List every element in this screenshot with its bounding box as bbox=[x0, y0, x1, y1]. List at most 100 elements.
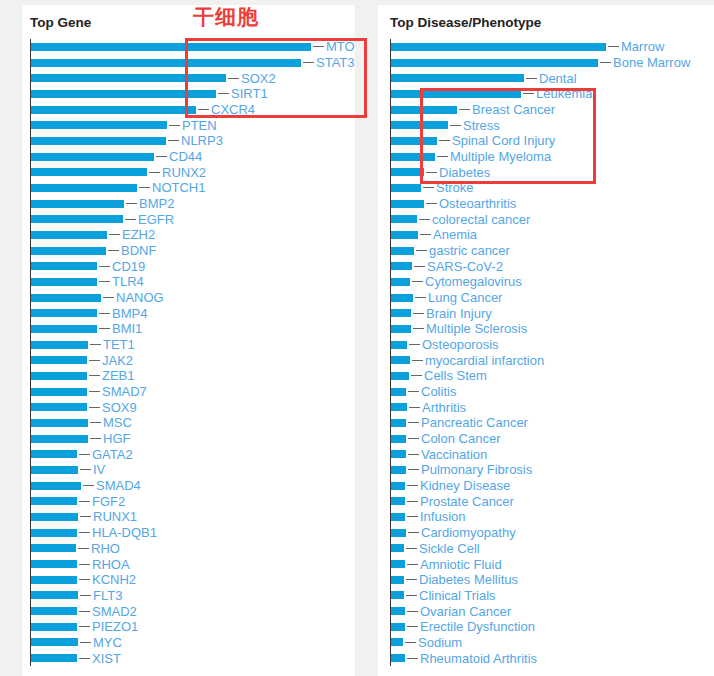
bar[interactable] bbox=[31, 341, 88, 349]
bar[interactable] bbox=[391, 200, 424, 208]
bar[interactable] bbox=[31, 372, 87, 380]
bar[interactable] bbox=[391, 529, 406, 537]
bar[interactable] bbox=[31, 153, 154, 161]
bar[interactable] bbox=[31, 388, 87, 396]
bar-label[interactable]: Erectile Dysfunction bbox=[420, 619, 535, 634]
bar[interactable] bbox=[31, 435, 88, 443]
bar[interactable] bbox=[391, 560, 405, 568]
bar[interactable] bbox=[31, 529, 77, 537]
bar[interactable] bbox=[31, 419, 88, 427]
bar-label[interactable]: Lung Cancer bbox=[428, 290, 502, 305]
bar-label[interactable]: PIEZO1 bbox=[92, 619, 138, 634]
bar-label[interactable]: colorectal cancer bbox=[432, 212, 530, 227]
bar[interactable] bbox=[31, 262, 97, 270]
bar-label[interactable]: RHO bbox=[91, 541, 120, 556]
bar-label[interactable]: XIST bbox=[92, 651, 121, 666]
bar[interactable] bbox=[31, 466, 78, 474]
bar-label[interactable]: HGF bbox=[103, 431, 130, 446]
bar-label[interactable]: Osteoarthritis bbox=[439, 196, 516, 211]
bar-label[interactable]: Pulmonary Fibrosis bbox=[421, 462, 532, 477]
bar[interactable] bbox=[31, 607, 77, 615]
bar[interactable] bbox=[391, 356, 410, 364]
bar-label[interactable]: KCNH2 bbox=[92, 572, 136, 587]
bar-label[interactable]: SMAD7 bbox=[102, 384, 147, 399]
bar-label[interactable]: Dental bbox=[539, 71, 577, 86]
bar-label[interactable]: MYC bbox=[93, 635, 122, 650]
bar-label[interactable]: PTEN bbox=[182, 118, 217, 133]
bar[interactable] bbox=[31, 513, 78, 521]
bar-label[interactable]: Bone Marrow bbox=[613, 55, 690, 70]
bar[interactable] bbox=[31, 121, 167, 129]
bar[interactable] bbox=[391, 482, 405, 490]
bar[interactable] bbox=[391, 466, 406, 474]
bar[interactable] bbox=[31, 623, 77, 631]
bar-label[interactable]: NOTCH1 bbox=[152, 180, 205, 195]
bar-label[interactable]: gastric cancer bbox=[429, 243, 510, 258]
bar-label[interactable]: Rheumatoid Arthritis bbox=[420, 651, 537, 666]
bar-label[interactable]: GATA2 bbox=[92, 447, 133, 462]
bar[interactable] bbox=[31, 137, 166, 145]
bar-label[interactable]: JAK2 bbox=[102, 353, 133, 368]
bar-label[interactable]: EZH2 bbox=[122, 227, 155, 242]
bar[interactable] bbox=[31, 294, 101, 302]
bar[interactable] bbox=[391, 497, 405, 505]
bar-label[interactable]: CD19 bbox=[112, 259, 145, 274]
bar-label[interactable]: BMP2 bbox=[139, 196, 174, 211]
bar-label[interactable]: SMAD4 bbox=[96, 478, 141, 493]
bar-label[interactable]: SARS-CoV-2 bbox=[427, 259, 503, 274]
bar-label[interactable]: IV bbox=[93, 462, 105, 477]
bar-label[interactable]: Infusion bbox=[420, 509, 466, 524]
bar[interactable] bbox=[31, 106, 196, 114]
bar-label[interactable]: RHOA bbox=[92, 557, 130, 572]
bar-label[interactable]: Multiple Sclerosis bbox=[426, 321, 527, 336]
bar[interactable] bbox=[31, 215, 123, 223]
bar[interactable] bbox=[31, 544, 76, 552]
bar-label[interactable]: Colon Cancer bbox=[421, 431, 501, 446]
bar-label[interactable]: NANOG bbox=[116, 290, 164, 305]
bar[interactable] bbox=[31, 450, 77, 458]
bar[interactable] bbox=[391, 450, 406, 458]
bar-label[interactable]: BDNF bbox=[121, 243, 156, 258]
bar[interactable] bbox=[31, 497, 77, 505]
bar-label[interactable]: ZEB1 bbox=[102, 368, 135, 383]
bar-label[interactable]: Osteoporosis bbox=[422, 337, 499, 352]
bar[interactable] bbox=[391, 309, 411, 317]
bar-label[interactable]: NLRP3 bbox=[181, 133, 223, 148]
bar-label[interactable]: BMP4 bbox=[112, 306, 147, 321]
bar[interactable] bbox=[31, 638, 78, 646]
bar-label[interactable]: TLR4 bbox=[112, 274, 144, 289]
bar[interactable] bbox=[31, 278, 97, 286]
bar-label[interactable]: EGFR bbox=[138, 212, 174, 227]
bar[interactable] bbox=[391, 576, 404, 584]
bar[interactable] bbox=[391, 59, 598, 67]
bar-label[interactable]: SMAD2 bbox=[92, 604, 137, 619]
bar-label[interactable]: Colitis bbox=[421, 384, 456, 399]
bar-label[interactable]: Anemia bbox=[433, 227, 477, 242]
bar[interactable] bbox=[391, 215, 417, 223]
bar[interactable] bbox=[391, 419, 406, 427]
bar[interactable] bbox=[391, 247, 414, 255]
bar[interactable] bbox=[391, 388, 406, 396]
bar[interactable] bbox=[391, 638, 403, 646]
bar[interactable] bbox=[391, 654, 405, 662]
bar-label[interactable]: CD44 bbox=[169, 149, 202, 164]
bar[interactable] bbox=[391, 513, 405, 521]
bar-label[interactable]: Amniotic Fluid bbox=[420, 557, 502, 572]
bar-label[interactable]: FGF2 bbox=[92, 494, 125, 509]
bar[interactable] bbox=[391, 231, 418, 239]
bar[interactable] bbox=[31, 309, 97, 317]
bar-label[interactable]: myocardial infarction bbox=[425, 353, 544, 368]
bar[interactable] bbox=[31, 576, 77, 584]
bar-label[interactable]: FLT3 bbox=[93, 588, 122, 603]
bar[interactable] bbox=[391, 435, 406, 443]
bar-label[interactable]: Diabetes Mellitus bbox=[419, 572, 518, 587]
bar-label[interactable]: Vaccination bbox=[421, 447, 487, 462]
bar-label[interactable]: TET1 bbox=[103, 337, 135, 352]
bar[interactable] bbox=[31, 184, 137, 192]
bar[interactable] bbox=[31, 231, 107, 239]
bar-label[interactable]: RUNX1 bbox=[93, 509, 137, 524]
bar[interactable] bbox=[391, 74, 524, 82]
bar[interactable] bbox=[391, 43, 606, 51]
bar[interactable] bbox=[391, 607, 405, 615]
bar-label[interactable]: SOX9 bbox=[102, 400, 137, 415]
